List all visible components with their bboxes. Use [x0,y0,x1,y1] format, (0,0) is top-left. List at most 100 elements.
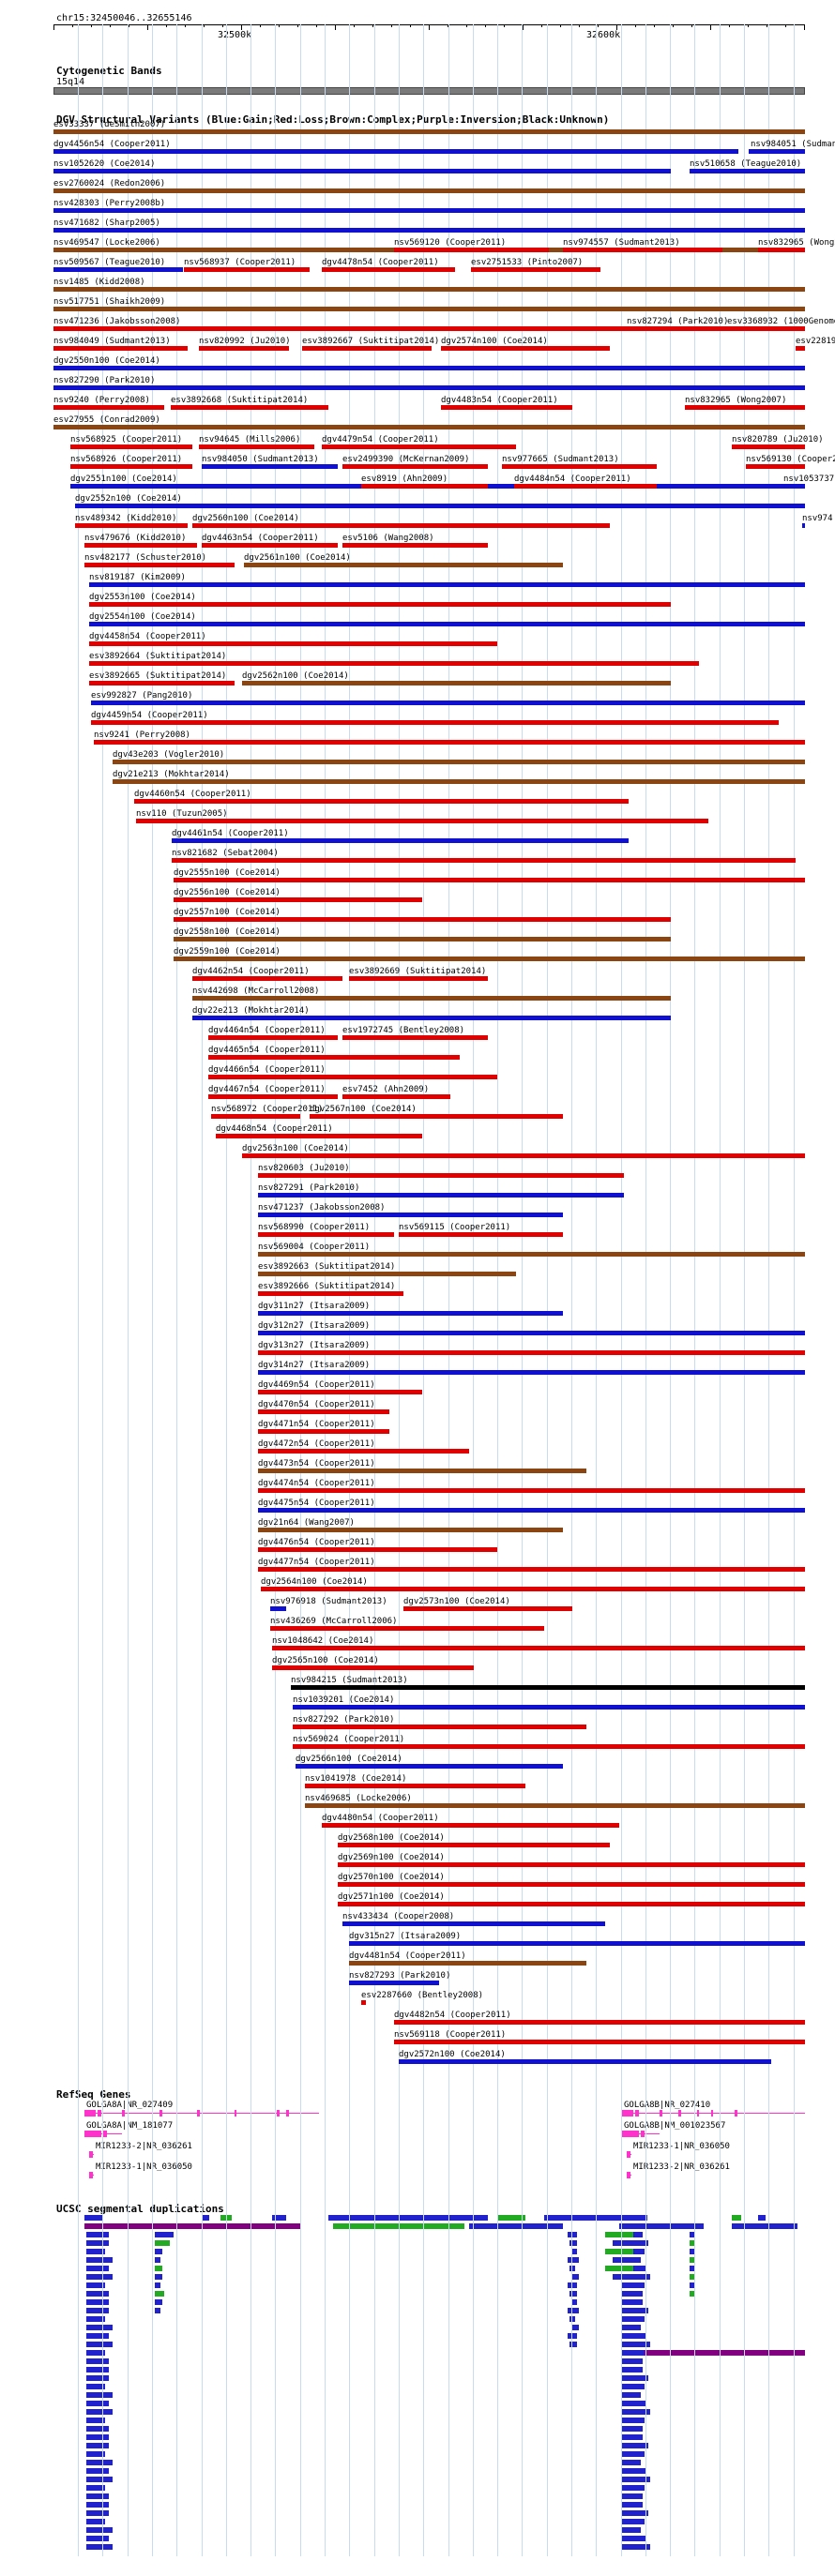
variant-bar[interactable] [258,1370,805,1375]
variant-bar[interactable] [53,188,805,193]
segdup-block[interactable] [622,2358,643,2364]
segdup-block[interactable] [622,2249,645,2254]
segdup-block[interactable] [569,2266,575,2271]
segdup-block[interactable] [622,2477,650,2482]
segdup-block[interactable] [605,2249,633,2254]
variant-bar[interactable] [349,976,488,981]
variant-bar[interactable] [192,996,671,1001]
segdup-block[interactable] [622,2502,643,2508]
segdup-block[interactable] [86,2249,105,2254]
segdup-block[interactable] [622,2342,650,2347]
gene-golga8b-nr-exon[interactable] [660,2110,662,2117]
segdup-block[interactable] [690,2249,695,2254]
variant-bar[interactable] [258,1508,805,1513]
variant-bar[interactable] [783,484,805,489]
segdup-block[interactable] [622,2418,645,2423]
segdup-block[interactable] [622,2434,643,2440]
variant-bar[interactable] [174,878,805,882]
variant-bar[interactable] [53,149,738,154]
segdup-block[interactable] [605,2232,633,2237]
segdup-block[interactable] [622,2291,643,2297]
variant-bar[interactable] [258,1272,516,1276]
gene-golga8a-nr-exon[interactable] [98,2110,101,2117]
segdup-block[interactable] [86,2392,113,2398]
segdup-block[interactable] [86,2409,113,2415]
variant-bar[interactable] [216,1134,422,1138]
variant-bar[interactable] [258,1331,805,1335]
segdup-block[interactable] [86,2426,109,2432]
segdup-block[interactable] [613,2240,641,2246]
segdup-block[interactable] [84,2215,103,2221]
variant-bar[interactable] [258,1528,563,1532]
variant-bar[interactable] [208,1075,497,1079]
segdup-block[interactable] [569,2316,575,2322]
segdup-block[interactable] [732,2215,741,2221]
variant-bar[interactable] [202,543,338,548]
variant-bar[interactable] [305,1784,525,1788]
segdup-block[interactable] [86,2443,109,2448]
variant-bar[interactable] [134,799,629,804]
variant-bar[interactable] [685,405,805,410]
variant-bar[interactable] [91,720,779,725]
variant-bar[interactable] [403,1606,572,1611]
segdup-block[interactable] [622,2333,646,2339]
variant-bar[interactable] [258,1409,389,1414]
variant-bar[interactable] [441,405,572,410]
gene-golga8a-nr-exon[interactable] [286,2110,289,2117]
variant-bar[interactable] [208,1035,338,1040]
cytoband-track-title[interactable]: Cytogenetic Bands [56,65,162,77]
segdup-block[interactable] [690,2257,695,2263]
gene-golga8a-nr-exon[interactable] [277,2110,280,2117]
variant-bar[interactable] [338,1843,610,1847]
segdup-block[interactable] [690,2291,695,2297]
segdup-block[interactable] [86,2299,109,2305]
segdup-block[interactable] [568,2333,577,2339]
variant-bar[interactable] [293,1725,586,1729]
variant-bar[interactable] [258,1291,403,1296]
segdup-block[interactable] [622,2325,641,2330]
segdup-block[interactable] [622,2460,641,2465]
segdup-block[interactable] [622,2409,650,2415]
segdup-block[interactable] [613,2274,641,2280]
segdup-block[interactable] [86,2282,105,2288]
segdup-block[interactable] [622,2350,645,2356]
variant-bar[interactable] [89,602,671,607]
dgv-track-title[interactable]: DGV Structural Variants (Blue:Gain;Red:L… [56,113,610,126]
variant-bar[interactable] [322,1823,619,1828]
segdup-block[interactable] [569,2240,577,2246]
segdup-block[interactable] [155,2240,170,2246]
segdup-block[interactable] [86,2434,109,2440]
segdup-block[interactable] [86,2451,105,2457]
variant-bar[interactable] [184,267,310,272]
variant-bar[interactable] [727,326,805,331]
segdup-block[interactable] [605,2266,633,2271]
variant-bar[interactable] [749,149,805,154]
gene-golga8a-nr-exon[interactable] [84,2110,96,2117]
segdup-block[interactable] [622,2384,645,2389]
gene-golga8b-nr-exon[interactable] [678,2110,681,2117]
variant-bar[interactable] [244,563,563,567]
segdup-block[interactable] [568,2308,579,2313]
segdup-block[interactable] [86,2274,113,2280]
segdup-block[interactable] [155,2282,160,2288]
variant-bar[interactable] [53,346,188,351]
variant-bar[interactable] [91,700,805,705]
gene-golga8a-nr-exon[interactable] [197,2110,200,2117]
segdup-block[interactable] [622,2443,648,2448]
segdup-block[interactable] [272,2215,286,2221]
segdup-block[interactable] [155,2232,174,2237]
segdup-block[interactable] [622,2308,648,2313]
variant-bar[interactable] [94,740,805,745]
variant-bar[interactable] [53,287,805,292]
variant-bar[interactable] [361,2000,366,2005]
variant-bar[interactable] [258,1213,563,1217]
segdup-block[interactable] [86,2316,105,2322]
segdup-block[interactable] [155,2299,162,2305]
variant-bar[interactable] [394,2020,805,2025]
variant-bar[interactable] [258,1173,624,1178]
segdup-block[interactable] [86,2477,113,2482]
variant-bar[interactable] [338,1902,805,1906]
segdup-block[interactable] [690,2240,695,2246]
segdup-block[interactable] [622,2392,641,2398]
segdup-block[interactable] [86,2510,109,2516]
